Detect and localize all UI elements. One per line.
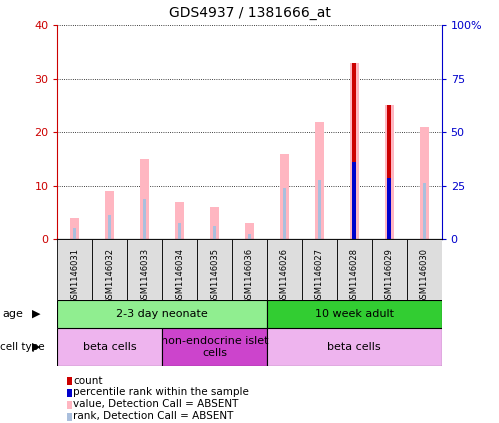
- Text: GSM1146031: GSM1146031: [70, 248, 79, 304]
- Text: GSM1146027: GSM1146027: [315, 248, 324, 304]
- Text: cell type: cell type: [0, 342, 45, 352]
- Bar: [267, 300, 442, 328]
- Text: GSM1146029: GSM1146029: [385, 248, 394, 304]
- Bar: [387, 178, 391, 239]
- Text: 2-3 day neonate: 2-3 day neonate: [116, 309, 208, 319]
- Text: beta cells: beta cells: [327, 342, 381, 352]
- Text: GDS4937 / 1381666_at: GDS4937 / 1381666_at: [169, 6, 330, 20]
- Bar: [302, 239, 337, 300]
- Bar: [140, 159, 149, 239]
- Bar: [352, 162, 356, 239]
- Bar: [280, 154, 289, 239]
- Bar: [213, 225, 216, 239]
- Bar: [423, 183, 426, 239]
- Bar: [57, 328, 162, 366]
- Bar: [105, 191, 114, 239]
- Bar: [283, 188, 286, 239]
- Text: GSM1146035: GSM1146035: [210, 248, 219, 304]
- Text: GSM1146032: GSM1146032: [105, 248, 114, 304]
- Text: GSM1146028: GSM1146028: [350, 248, 359, 304]
- Text: rank, Detection Call = ABSENT: rank, Detection Call = ABSENT: [73, 411, 234, 421]
- Bar: [143, 199, 146, 239]
- Bar: [353, 162, 356, 239]
- Bar: [267, 239, 302, 300]
- Bar: [372, 239, 407, 300]
- Bar: [318, 180, 321, 239]
- Text: age: age: [2, 309, 23, 319]
- Bar: [248, 233, 251, 239]
- Text: count: count: [73, 376, 103, 386]
- Text: non-endocrine islet
cells: non-endocrine islet cells: [161, 336, 268, 358]
- Text: GSM1146036: GSM1146036: [245, 248, 254, 304]
- Bar: [315, 121, 324, 239]
- Text: percentile rank within the sample: percentile rank within the sample: [73, 387, 249, 398]
- Bar: [267, 328, 442, 366]
- Bar: [162, 328, 267, 366]
- Bar: [92, 239, 127, 300]
- Bar: [57, 300, 267, 328]
- Bar: [407, 239, 442, 300]
- Bar: [388, 178, 391, 239]
- Bar: [245, 223, 254, 239]
- Text: GSM1146030: GSM1146030: [420, 248, 429, 304]
- Bar: [420, 127, 429, 239]
- Bar: [210, 207, 219, 239]
- Bar: [337, 239, 372, 300]
- Text: ▶: ▶: [31, 342, 40, 352]
- Bar: [197, 239, 232, 300]
- Text: beta cells: beta cells: [83, 342, 137, 352]
- Bar: [387, 105, 391, 239]
- Bar: [73, 228, 76, 239]
- Text: 10 week adult: 10 week adult: [315, 309, 394, 319]
- Bar: [57, 239, 92, 300]
- Text: ▶: ▶: [31, 309, 40, 319]
- Text: value, Detection Call = ABSENT: value, Detection Call = ABSENT: [73, 399, 239, 409]
- Bar: [127, 239, 162, 300]
- Text: GSM1146033: GSM1146033: [140, 248, 149, 304]
- Bar: [385, 105, 394, 239]
- Bar: [175, 202, 184, 239]
- Text: GSM1146034: GSM1146034: [175, 248, 184, 304]
- Bar: [70, 218, 79, 239]
- Bar: [232, 239, 267, 300]
- Bar: [352, 63, 356, 239]
- Text: GSM1146026: GSM1146026: [280, 248, 289, 304]
- Bar: [350, 63, 359, 239]
- Bar: [162, 239, 197, 300]
- Bar: [108, 215, 111, 239]
- Bar: [178, 223, 181, 239]
